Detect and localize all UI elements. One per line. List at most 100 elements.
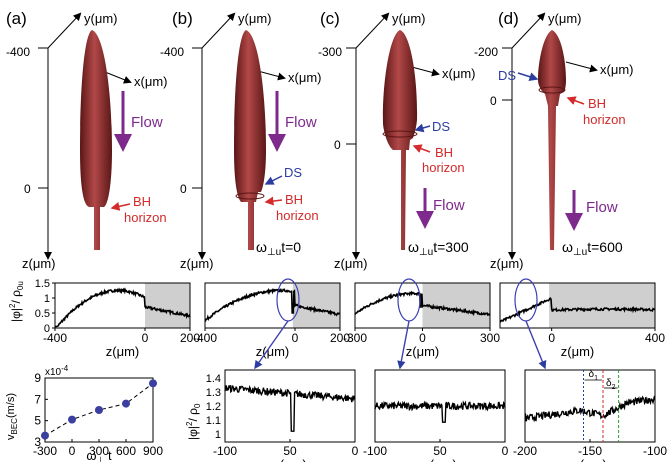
shaded-region <box>549 283 655 328</box>
strip-ylabel: |φ|2/ ρ0u <box>8 281 25 322</box>
panel-b: (b) y(μm) z(μm) -400 0 x(μm) Flow DS BH … <box>160 9 321 271</box>
y-tick-label: 5 <box>34 414 41 428</box>
x-tick-label: -400 <box>43 331 67 345</box>
x-axis-label: x(μm) <box>600 62 633 77</box>
z-axis-label: z(μm) <box>180 256 213 271</box>
tick-d-0: 0 <box>490 94 497 108</box>
zoom-ellipse <box>514 278 538 322</box>
x-tick-label: 0 <box>548 331 555 345</box>
vbec-exponent: x10-4 <box>45 364 69 378</box>
tick-b-0: 0 <box>180 182 187 196</box>
strip-xlabel: z(μm) <box>406 344 439 359</box>
flow-label: Flow <box>285 114 317 131</box>
zoom-link-arrow <box>397 320 410 370</box>
y-axis-arrow <box>47 12 82 49</box>
y-axis-label: y(μm) <box>238 11 271 26</box>
strip-xlabel: z(μm) <box>106 344 139 359</box>
vbec-ylabel: vBEC(m/s) <box>5 393 19 440</box>
time-label-d: ω⊥ut=600 <box>562 239 623 258</box>
zoom-line <box>374 400 506 423</box>
flow-label: Flow <box>433 197 465 214</box>
y-tick-label: 1.2 <box>206 401 221 413</box>
panel-label-a: (a) <box>6 9 27 28</box>
y-tick-label: 9 <box>34 371 41 385</box>
vbec-point <box>41 431 49 440</box>
bh-horizon-label: horizon <box>124 210 167 225</box>
y-tick-label: 1.1 <box>206 415 221 427</box>
tick-a-0: 0 <box>24 182 31 196</box>
x-axis-label: x(μm) <box>442 66 475 81</box>
strip-1: -400 0 200 z(μm) <box>193 282 350 359</box>
bh-label: BH <box>588 96 606 111</box>
x-tick-label: 0 <box>69 444 76 458</box>
bh-horizon-label: horizon <box>422 160 465 175</box>
x-tick-label: 0 <box>292 331 299 345</box>
tick-a-400: -400 <box>6 45 30 59</box>
x-tick-label: 0 <box>352 444 359 458</box>
x-tick-label: 0 <box>502 444 509 458</box>
zoom-ylabel: |φ|2/ ρ0 <box>185 403 202 440</box>
time-label-c: ω⊥ut=300 <box>408 239 469 258</box>
tick-b-400: -400 <box>160 45 184 59</box>
strip-frame <box>54 282 191 329</box>
x-tick-label: 200 <box>180 331 200 345</box>
x-tick-label: -100 <box>363 444 387 458</box>
zoom-frame <box>224 369 356 443</box>
y-axis-label: y(μm) <box>84 11 117 26</box>
density-line <box>55 287 191 328</box>
panel-d: (d) y(μm) z(μm) -200 0 x(μm) DS BH horiz… <box>474 9 633 271</box>
zoom-link-arrow <box>254 320 289 370</box>
vbec-xlabel: ω⊥ t <box>86 448 112 462</box>
x-tick-label: -100 <box>213 444 237 458</box>
panel-c: (c) y(μm) z(μm) -300 0 x(μm) DS BH horiz… <box>318 9 475 271</box>
bh-horizon-label: horizon <box>583 112 626 127</box>
ds-label: DS <box>432 119 450 134</box>
zoom-1: -100 50 0 z(μm) <box>363 369 509 462</box>
y-tick-label: 0.5 <box>35 308 50 320</box>
x-tick-label: 200 <box>330 331 350 345</box>
x-tick-label: 0 <box>142 331 149 345</box>
strip-xlabel: z(μm) <box>256 344 289 359</box>
bh-label: BH <box>435 145 453 160</box>
x-tick-label: 50 <box>433 444 447 458</box>
panel-label-b: (b) <box>172 9 193 28</box>
x-tick-label: 0 <box>419 331 426 345</box>
zoom-xlabel: z(μm) <box>423 457 456 462</box>
zoom-0: -100 50 0 z(μm) 1.4 1.3 1.2 1.1 1 |φ|2/ ρ0 <box>185 369 359 462</box>
ds-label: DS <box>498 68 516 83</box>
x-axis-label: x(μm) <box>134 74 167 89</box>
y-tick-label: 7 <box>34 392 41 406</box>
zoom-link-arrow <box>525 320 547 370</box>
zoom-2: -200 -150 -100 z(μm) δ1 δ2 <box>513 369 667 462</box>
y-tick-label: 1 <box>44 293 50 305</box>
shaded-region <box>145 283 190 328</box>
z-axis-label: z(μm) <box>490 256 523 271</box>
zoom-line <box>224 384 356 432</box>
x-axis-label: x(μm) <box>288 70 321 85</box>
y-tick-label: 1.5 <box>35 278 50 290</box>
strip-2: -300 0 300 z(μm) <box>343 282 500 359</box>
flow-label: Flow <box>586 199 618 216</box>
shaded-region <box>292 283 340 328</box>
vbec-point <box>68 415 76 424</box>
zoom-xlabel: z(μm) <box>573 457 606 462</box>
vbec-point <box>149 379 157 388</box>
y-tick-label: 3 <box>34 435 41 449</box>
y-tick-label: 1 <box>215 429 221 441</box>
zoom-xlabel: z(μm) <box>273 457 306 462</box>
x-tick-label: 300 <box>480 331 500 345</box>
y-axis-label: y(μm) <box>548 11 581 26</box>
cigar-d <box>538 30 566 250</box>
time-label-b: ω⊥ut=0 <box>256 239 301 258</box>
y-axis-label: y(μm) <box>392 11 425 26</box>
delta1-label: δ1 <box>589 369 599 382</box>
strip-3: 0 400 z(μm) <box>499 282 665 359</box>
panel-a: (a) y(μm) z(μm) -400 0 x(μm) Flow BH hor… <box>6 9 167 271</box>
y-tick-label: 1.3 <box>206 387 221 399</box>
panel-label-d: (d) <box>498 9 519 28</box>
strip-frame <box>499 282 656 329</box>
x-tick-label: -150 <box>578 444 602 458</box>
panel-label-c: (c) <box>320 9 340 28</box>
